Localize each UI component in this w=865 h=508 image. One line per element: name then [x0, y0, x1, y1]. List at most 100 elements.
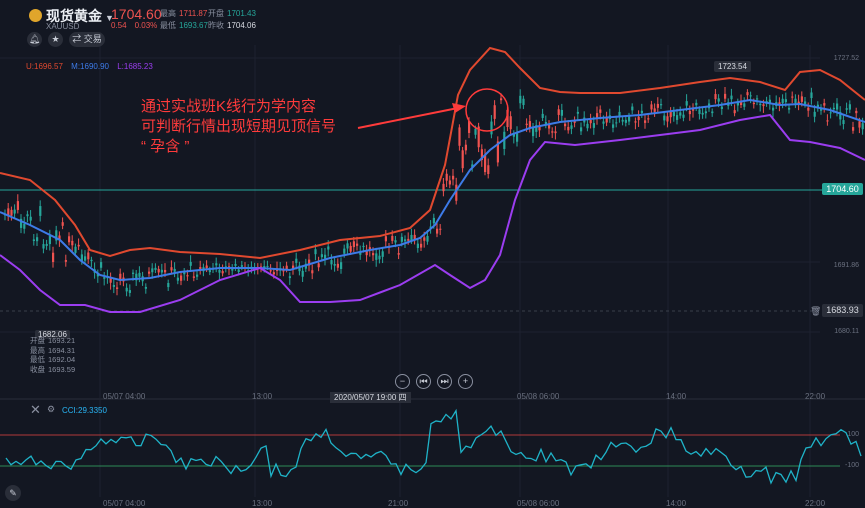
candle-body: [576, 111, 579, 114]
candle-body: [23, 223, 26, 229]
prev-icon[interactable]: ⏮︎: [416, 374, 431, 389]
candle-body: [564, 123, 567, 127]
candle-body: [557, 109, 560, 115]
current-price-tag: 1704.60: [822, 183, 863, 195]
candle-body: [618, 111, 621, 118]
candle-body: [68, 236, 71, 243]
candle-body: [58, 235, 61, 241]
candle-body: [836, 103, 839, 110]
x-axis-label: 13:00: [252, 392, 273, 401]
price-axis-label-mid: 1691.86: [833, 262, 859, 269]
cci-line: [5, 408, 862, 485]
candle-body: [32, 239, 35, 241]
candle-body: [170, 267, 173, 271]
trash-icon[interactable]: 🗑︎: [810, 306, 822, 316]
candle-body: [852, 127, 855, 131]
candle-body: [157, 268, 160, 273]
candle-body: [109, 277, 112, 283]
candle-body: [509, 116, 512, 130]
candle-body: [240, 265, 243, 267]
candle-body: [743, 103, 746, 107]
next-icon[interactable]: ⏭︎: [437, 374, 452, 389]
candle-body: [839, 111, 842, 120]
candle-body: [269, 270, 272, 272]
price-axis-label-top: 1727.52: [833, 55, 859, 62]
candle-body: [196, 274, 199, 277]
candle-body: [487, 165, 490, 175]
ohlc-tooltip: 开盘 1693.21 最高 1694.31 最低 1692.04 收盘 1693.59: [30, 336, 76, 374]
candle-body: [647, 118, 650, 120]
candle-body: [752, 102, 755, 105]
settings-icon[interactable]: ⚙: [47, 404, 56, 414]
candle-body: [589, 120, 592, 124]
candle-body: [781, 98, 784, 104]
candle-body: [189, 261, 192, 266]
candle-body: [151, 268, 154, 273]
candle-body: [612, 124, 615, 128]
candle-body: [384, 236, 387, 242]
candle-body: [432, 217, 435, 224]
zoom-out-icon[interactable]: −: [395, 374, 410, 389]
high-stat: 最高 1711.87: [160, 9, 208, 18]
candle-body: [541, 113, 544, 118]
instrument-symbol: XAUUSD: [46, 22, 80, 31]
candle-body: [333, 263, 336, 266]
candle-body: [698, 109, 701, 115]
candle-body: [80, 254, 83, 262]
candle-body: [87, 252, 90, 260]
candle-body: [448, 180, 451, 185]
pen-icon[interactable]: ✎: [5, 485, 21, 501]
candle-body: [490, 121, 493, 135]
candle-body: [320, 254, 323, 258]
candle-body: [176, 277, 179, 281]
candle-body: [128, 290, 131, 293]
candle-body: [135, 273, 138, 281]
candle-body: [605, 117, 608, 123]
candle-body: [29, 216, 32, 221]
candle-body: [631, 106, 634, 111]
instrument-title[interactable]: 现货黄金 ▼: [46, 8, 114, 24]
candle-body: [528, 121, 531, 129]
candle-body: [340, 262, 343, 269]
candle-body: [272, 272, 275, 275]
candle-body: [484, 154, 487, 173]
crosshair-price-tag: 1683.93: [822, 304, 863, 317]
zoom-in-icon[interactable]: +: [458, 374, 473, 389]
candle-body: [132, 272, 135, 274]
candle-body: [112, 285, 115, 287]
cci-label: CCI:29.3350: [62, 406, 107, 415]
candle-body: [215, 263, 218, 266]
candle-body: [394, 240, 397, 243]
chevron-down-icon[interactable]: ▼: [105, 13, 114, 23]
star-icon[interactable]: ★: [48, 32, 63, 47]
candle-body: [356, 243, 359, 246]
candle-body: [573, 121, 576, 123]
trade-button[interactable]: ⇄ 交易: [69, 32, 105, 47]
candle-body: [362, 245, 365, 248]
candle-body: [468, 121, 471, 133]
candle-body: [365, 250, 368, 256]
candle-body: [263, 266, 266, 269]
candle-body: [391, 235, 394, 241]
candle-body: [730, 95, 733, 100]
candle-body: [768, 99, 771, 104]
x-axis-bottom-label: 14:00: [666, 499, 687, 508]
candle-body: [861, 123, 864, 130]
candle-body: [218, 269, 221, 273]
close-icon[interactable]: ✕: [30, 402, 41, 417]
candle-body: [615, 122, 618, 124]
candle-body: [599, 109, 602, 113]
candle-body: [346, 243, 349, 249]
candle-body: [439, 228, 442, 230]
candle-body: [260, 266, 263, 268]
x-axis-label: 14:00: [666, 392, 687, 401]
candle-body: [423, 237, 426, 241]
candle-body: [788, 107, 791, 110]
candle-body: [692, 109, 695, 111]
candle-body: [816, 104, 819, 108]
candle-body: [759, 103, 762, 106]
candle-body: [16, 201, 19, 210]
candle-body: [160, 269, 163, 273]
bell-icon[interactable]: 🔔︎: [27, 32, 42, 47]
